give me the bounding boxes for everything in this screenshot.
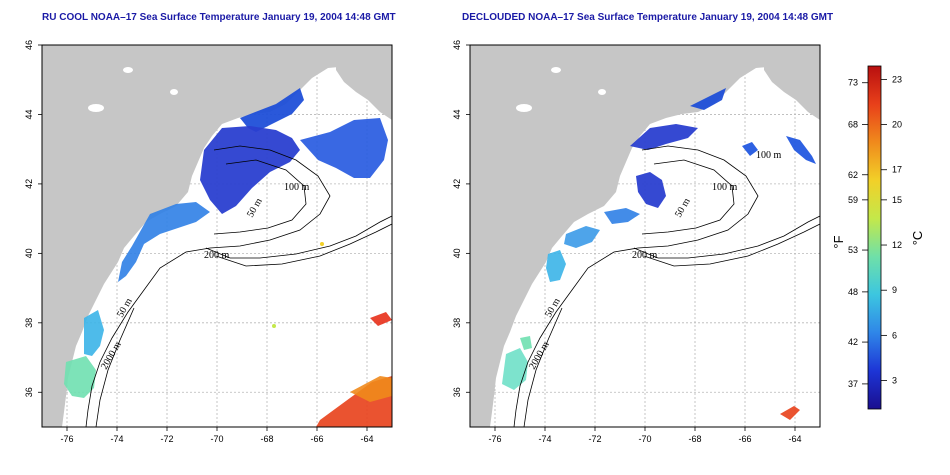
x-tick-label: -64 — [360, 434, 373, 444]
x-tick-label: -64 — [788, 434, 801, 444]
colorbar-c-label: 20 — [892, 120, 902, 130]
y-tick-label: 46 — [452, 40, 462, 50]
y-tick-label: 36 — [452, 387, 462, 397]
colorbar-c-label: 17 — [892, 165, 902, 175]
right-map-title: DECLOUDED NOAA–17 Sea Surface Temperatur… — [462, 12, 834, 23]
colorbar-c-label: 23 — [892, 74, 902, 84]
right-contour-label: 100 m — [756, 150, 782, 161]
left-land-mass — [42, 45, 392, 427]
colorbar-unit-fahrenheit: °F — [831, 235, 846, 248]
y-tick-label: 46 — [24, 40, 34, 50]
x-tick-label: -72 — [160, 434, 173, 444]
right-land-mass — [470, 45, 820, 427]
colorbar-c-label: 3 — [892, 376, 897, 386]
x-tick-label: -66 — [310, 434, 323, 444]
right-map-panel: 100 m 50 m 200 m 50 m 2000 m 100 m -76 -7… — [452, 40, 821, 444]
right-y-axis: 36 38 40 42 44 46 — [452, 40, 470, 397]
right-contour-label: 100 m — [712, 182, 738, 193]
x-tick-label: -76 — [488, 434, 501, 444]
x-tick-label: -74 — [110, 434, 123, 444]
left-lakes — [88, 67, 178, 112]
left-map-panel: 100 m 50 m 200 m 50 m 2000 m -76 -74 -72 -7… — [24, 40, 393, 444]
right-lakes — [516, 67, 606, 112]
right-x-axis: -76 -74 -72 -70 -68 -66 -64 — [488, 427, 802, 444]
y-tick-label: 36 — [24, 387, 34, 397]
colorbar-ticks: 37 42 48 53 59 62 68 73 3 6 9 12 15 17 20 23 — [848, 74, 902, 389]
temperature-colorbar: 37 42 48 53 59 62 68 73 3 6 9 12 15 17 20 23 °F °C — [831, 65, 925, 410]
left-map-title: RU COOL NOAA–17 Sea Surface Temperature … — [42, 12, 396, 23]
colorbar-f-label: 42 — [848, 337, 858, 347]
colorbar-f-label: 73 — [848, 78, 858, 88]
y-tick-label: 40 — [452, 248, 462, 258]
x-tick-label: -72 — [588, 434, 601, 444]
x-tick-label: -76 — [60, 434, 73, 444]
x-tick-label: -74 — [538, 434, 551, 444]
colorbar-unit-celsius: °C — [910, 231, 925, 246]
colorbar-f-label: 62 — [848, 170, 858, 180]
y-tick-label: 44 — [452, 109, 462, 119]
colorbar-f-label: 68 — [848, 120, 858, 130]
colorbar-f-label: 48 — [848, 287, 858, 297]
right-bathymetry-contours — [513, 145, 821, 428]
left-x-axis: -76 -74 -72 -70 -68 -66 -64 — [60, 427, 374, 444]
x-tick-label: -70 — [638, 434, 651, 444]
y-tick-label: 38 — [452, 318, 462, 328]
y-tick-label: 42 — [24, 179, 34, 189]
y-tick-label: 40 — [24, 248, 34, 258]
colorbar-c-label: 12 — [892, 240, 902, 250]
left-bathymetry-contours — [85, 145, 393, 428]
colorbar-c-label: 15 — [892, 195, 902, 205]
x-tick-label: -68 — [260, 434, 273, 444]
x-tick-label: -70 — [210, 434, 223, 444]
y-tick-label: 38 — [24, 318, 34, 328]
left-contour-label: 200 m — [204, 250, 230, 261]
y-tick-label: 42 — [452, 179, 462, 189]
x-tick-label: -66 — [738, 434, 751, 444]
colorbar-gradient — [867, 65, 882, 410]
x-tick-label: -68 — [688, 434, 701, 444]
colorbar-f-label: 59 — [848, 195, 858, 205]
left-contour-label: 100 m — [284, 182, 310, 193]
right-sst-overlay — [502, 88, 816, 420]
colorbar-c-label: 6 — [892, 330, 897, 340]
colorbar-f-label: 37 — [848, 379, 858, 389]
y-tick-label: 44 — [24, 109, 34, 119]
colorbar-f-label: 53 — [848, 245, 858, 255]
left-y-axis: 36 38 40 42 44 46 — [24, 40, 42, 397]
right-contour-label: 200 m — [632, 250, 658, 261]
colorbar-c-label: 9 — [892, 285, 897, 295]
left-nova-scotia-land — [336, 45, 392, 120]
right-nova-scotia-land — [764, 45, 820, 120]
